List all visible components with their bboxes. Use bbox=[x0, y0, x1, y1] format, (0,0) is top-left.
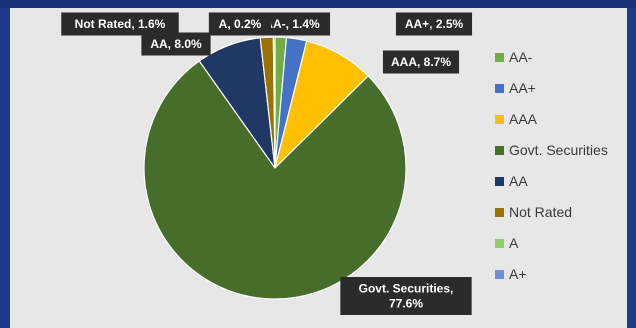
pie-slice-govt-securities bbox=[143, 60, 407, 300]
legend-swatch-a bbox=[495, 239, 504, 248]
data-label-aa: AA-, 1.4% bbox=[253, 12, 331, 36]
data-label-box bbox=[340, 277, 472, 315]
legend-swatch-govt-securities bbox=[495, 146, 504, 155]
legend-item-aa: AA+ bbox=[509, 80, 536, 96]
legend-item-govt-securities: Govt. Securities bbox=[509, 142, 608, 158]
data-label-box bbox=[253, 12, 331, 36]
data-label-text: AA-, 1.4% bbox=[264, 17, 320, 31]
legend-item-a: A+ bbox=[509, 266, 527, 282]
legend-swatch-aa bbox=[495, 53, 504, 62]
data-label-box bbox=[208, 12, 272, 36]
data-label-text: A, 0.2% bbox=[219, 17, 262, 31]
data-label-aaa: AAA, 8.7% bbox=[382, 50, 460, 74]
legend-item-aa: AA bbox=[509, 173, 528, 189]
data-label-text: Govt. Securities, bbox=[359, 282, 454, 296]
title-strip bbox=[0, 0, 636, 8]
pie-slice-a bbox=[272, 36, 276, 169]
data-label-text: Not Rated, 1.6% bbox=[75, 17, 166, 31]
legend-swatch-not-rated bbox=[495, 208, 504, 217]
data-label-aa: AA+, 2.5% bbox=[395, 12, 473, 36]
legend-swatch-aaa bbox=[495, 115, 504, 124]
data-label-box bbox=[382, 50, 460, 74]
data-label-a: A, 0.2% bbox=[208, 12, 272, 36]
legend-swatch-aa bbox=[495, 177, 504, 186]
data-label-not-rated: Not Rated, 1.6% bbox=[61, 12, 179, 36]
data-label-text: AAA, 8.7% bbox=[391, 55, 451, 69]
data-label-box bbox=[141, 32, 211, 56]
legend-swatch-aa bbox=[495, 84, 504, 93]
legend-item-aa: AA- bbox=[509, 49, 533, 65]
data-label-aa: AA, 8.0% bbox=[141, 32, 211, 56]
data-label-text: 77.6% bbox=[389, 297, 423, 311]
data-label-text: AA+, 2.5% bbox=[405, 17, 464, 31]
data-label-text: AA, 8.0% bbox=[150, 37, 202, 51]
data-label-box bbox=[61, 12, 179, 36]
data-label-box bbox=[395, 12, 473, 36]
legend-item-not-rated: Not Rated bbox=[509, 204, 572, 220]
data-label-govt-securities: Govt. Securities,77.6% bbox=[340, 277, 472, 315]
legend-swatch-a bbox=[495, 270, 504, 279]
legend-item-aaa: AAA bbox=[509, 111, 538, 127]
legend-item-a: A bbox=[509, 235, 519, 251]
